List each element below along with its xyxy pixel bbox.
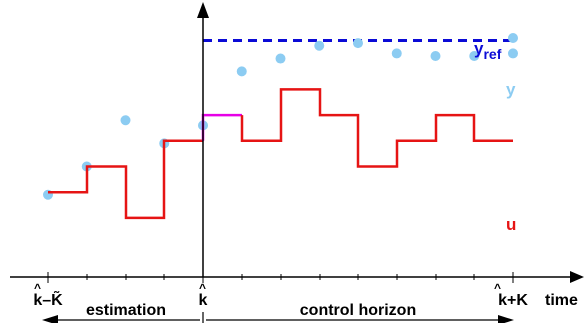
y-point (314, 40, 325, 51)
k-hat-label: k (199, 292, 208, 309)
time-ticks (47, 272, 514, 283)
y-point (469, 50, 480, 61)
k-minus-label: k–K̃ (33, 289, 63, 309)
y-point (508, 48, 518, 59)
u-estimation-steps (48, 139, 203, 220)
u-steps (48, 88, 513, 220)
y-points (43, 32, 518, 200)
y-point (120, 115, 131, 126)
y-point (236, 66, 247, 77)
k-plus-hat: ^ (494, 281, 501, 295)
u-label: u (506, 215, 516, 234)
k-hat-hat: ^ (199, 281, 206, 295)
time-label: time (545, 292, 578, 309)
estimation-arrowhead (42, 315, 58, 323)
control-horizon-label: control horizon (300, 302, 416, 319)
control-horizon-arrowhead (498, 315, 514, 323)
y-point (353, 38, 363, 49)
y-point (275, 53, 286, 64)
vertical-axis-arrow (197, 2, 209, 18)
u-transition-step (201, 113, 242, 141)
u-control-steps (240, 88, 513, 168)
yref-label: yref (474, 39, 502, 62)
y-point (508, 32, 518, 43)
estimation-label: estimation (86, 302, 166, 319)
y-point (391, 48, 402, 59)
y-label: y (506, 80, 516, 99)
time-axis-arrow (570, 271, 584, 283)
k-plus-label: k+K (498, 292, 528, 309)
k-minus-hat: ^ (34, 281, 41, 295)
y-point (430, 50, 441, 61)
